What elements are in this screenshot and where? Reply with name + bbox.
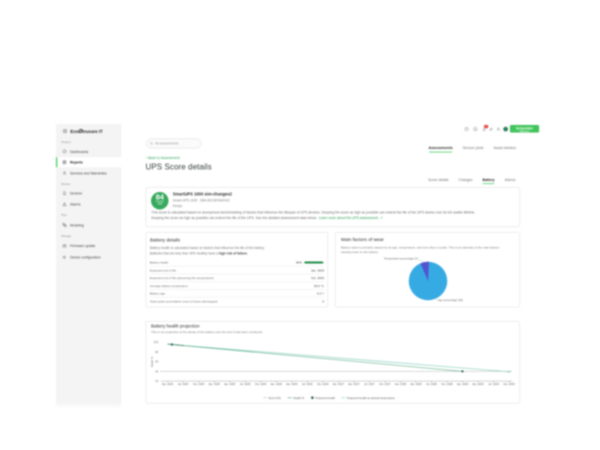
svg-text:Oct. 2026: Oct. 2026	[317, 382, 329, 386]
svg-text:Apr. 2029: Apr. 2029	[472, 382, 484, 386]
svg-text:Jul. 2024: Jul. 2024	[178, 382, 189, 386]
svg-text:Oct. 2025: Oct. 2025	[255, 382, 267, 386]
svg-text:Health %: Health %	[293, 396, 305, 400]
svg-text:Apr. 2026: Apr. 2026	[286, 382, 298, 386]
svg-text:Temperature percentage (7): Temperature percentage (7)	[384, 256, 418, 260]
svg-text:End of life: End of life	[269, 396, 282, 400]
svg-text:Apr. 2028: Apr. 2028	[410, 382, 422, 386]
svg-text:Jul. 2027: Jul. 2027	[364, 382, 375, 386]
svg-text:Oct. 2024: Oct. 2024	[193, 382, 205, 386]
svg-text:Jul. 2025: Jul. 2025	[240, 382, 251, 386]
svg-text:20: 20	[155, 379, 159, 383]
svg-text:Age percentage (93): Age percentage (93)	[438, 298, 463, 302]
svg-text:Oct. 2028: Oct. 2028	[441, 382, 453, 386]
svg-text:Oct. 2027: Oct. 2027	[379, 382, 391, 386]
svg-text:Jul. 2026: Jul. 2026	[302, 382, 313, 386]
svg-text:Jul. 2029: Jul. 2029	[488, 382, 499, 386]
svg-text:Apr. 2027: Apr. 2027	[348, 382, 360, 386]
svg-text:100: 100	[154, 340, 159, 344]
svg-text:Projected health at optimal te: Projected health at optimal temperature	[347, 396, 396, 400]
svg-text:Health %: Health %	[150, 356, 154, 367]
svg-text:Projected health: Projected health	[315, 396, 335, 400]
svg-text:Apr. 2025: Apr. 2025	[224, 382, 236, 386]
svg-text:Jan. 2025: Jan. 2025	[208, 382, 220, 386]
svg-text:80: 80	[155, 350, 159, 354]
svg-text:Apr. 2024: Apr. 2024	[162, 382, 174, 386]
svg-text:Jul. 2028: Jul. 2028	[426, 382, 437, 386]
svg-text:Jan. 2029: Jan. 2029	[457, 382, 469, 386]
svg-text:Oct. 2029: Oct. 2029	[503, 382, 515, 386]
svg-text:60: 60	[155, 360, 159, 364]
svg-text:40: 40	[155, 369, 159, 373]
svg-text:Jan. 2028: Jan. 2028	[395, 382, 407, 386]
svg-text:Jan. 2026: Jan. 2026	[270, 382, 282, 386]
svg-text:Jan. 2027: Jan. 2027	[332, 382, 344, 386]
